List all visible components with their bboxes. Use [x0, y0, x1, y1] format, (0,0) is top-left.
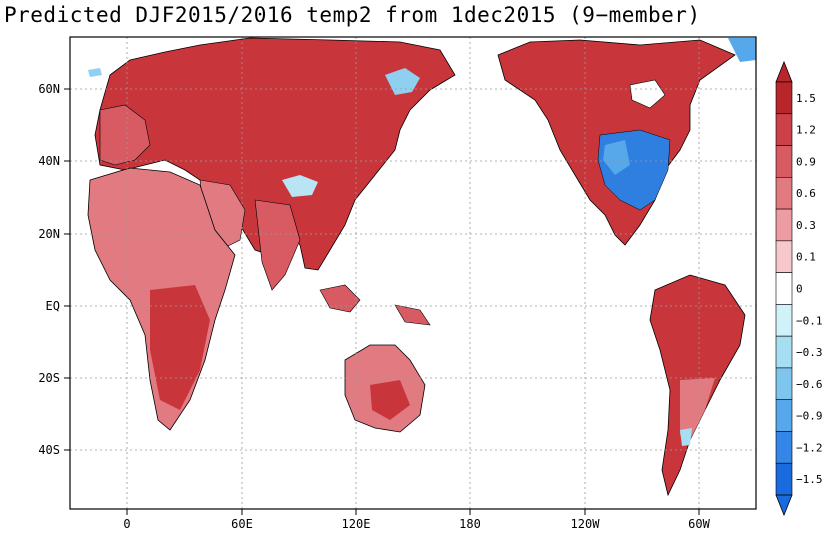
colorbar-swatch [775, 113, 793, 146]
lon-label-180: 180 [459, 517, 481, 531]
arctic-cold-patch [88, 68, 102, 77]
graticule [70, 37, 756, 509]
axis-ticks [64, 88, 700, 515]
lon-label-0: 0 [123, 517, 130, 531]
lat-label-eq: EQ [46, 299, 60, 313]
colorbar-swatch [775, 367, 793, 400]
colorbar-label: −0.1 [796, 314, 823, 327]
colorbar-label: −0.9 [796, 410, 823, 423]
south-america-light-band [680, 378, 715, 440]
colorbar-swatch [775, 81, 793, 115]
colorbar-swatch [775, 240, 793, 273]
map-frame [69, 36, 757, 510]
colorbar-top-arrow [775, 60, 793, 83]
colorbar-swatch [775, 399, 793, 432]
lat-label-60n: 60N [38, 82, 60, 96]
colorbar-swatch [775, 272, 793, 305]
colorbar-label: 1.5 [796, 92, 816, 105]
colorbar-label: 0.1 [796, 251, 816, 264]
colorbar-label: −0.6 [796, 378, 823, 391]
map-title: Predicted DJF2015/2016 temp2 from 1dec20… [4, 3, 701, 27]
landmass-south-asia [254, 199, 301, 291]
siberia-cold-patch [385, 68, 420, 95]
colorbar-swatch [775, 462, 793, 496]
lat-label-40n: 40N [38, 154, 60, 168]
australia-warm-core [370, 380, 410, 420]
colorbar-label: 0.6 [796, 187, 816, 200]
colorbar-swatch [775, 335, 793, 369]
colorbar-label: 0 [796, 283, 803, 296]
lon-label-120w: 120W [571, 517, 601, 531]
us-cold-core [603, 140, 630, 175]
colorbar-label: 0.9 [796, 155, 816, 168]
colorbar-swatch [775, 145, 793, 178]
landmass-new-guinea [394, 304, 431, 326]
africa-warm-core [150, 285, 210, 410]
colorbar-swatch [775, 304, 793, 337]
colorbar-label: −1.5 [796, 473, 823, 486]
colorbar-swatch [775, 431, 793, 464]
patagonia-cold-patch [680, 428, 692, 446]
colorbar-label: −0.3 [796, 346, 823, 359]
continents [87, 37, 756, 497]
lon-label-60e: 60E [231, 517, 253, 531]
lat-label-20s: 20S [38, 371, 60, 385]
landmass-europe-west [99, 104, 151, 166]
colorbar: 1.5 1.2 0.9 0.6 0.3 0.1 0 −0.1 −0.3 −0.6 −0.9 −1.2 −… [775, 60, 823, 517]
tibet-cold-patch [282, 175, 318, 197]
lon-label-60w: 60W [688, 517, 710, 531]
lat-label-40s: 40S [38, 443, 60, 457]
colorbar-label: −1.2 [796, 441, 823, 454]
colorbar-label: 1.2 [796, 124, 816, 137]
greenland-cold-patch [728, 38, 756, 62]
hudson-bay [629, 79, 666, 109]
colorbar-swatch [775, 177, 793, 210]
colorbar-bottom-arrow [775, 494, 793, 517]
colorbar-swatch [775, 208, 793, 242]
colorbar-label: 0.3 [796, 219, 816, 232]
lon-label-120e: 120E [342, 517, 371, 531]
lat-label-20n: 20N [38, 227, 60, 241]
